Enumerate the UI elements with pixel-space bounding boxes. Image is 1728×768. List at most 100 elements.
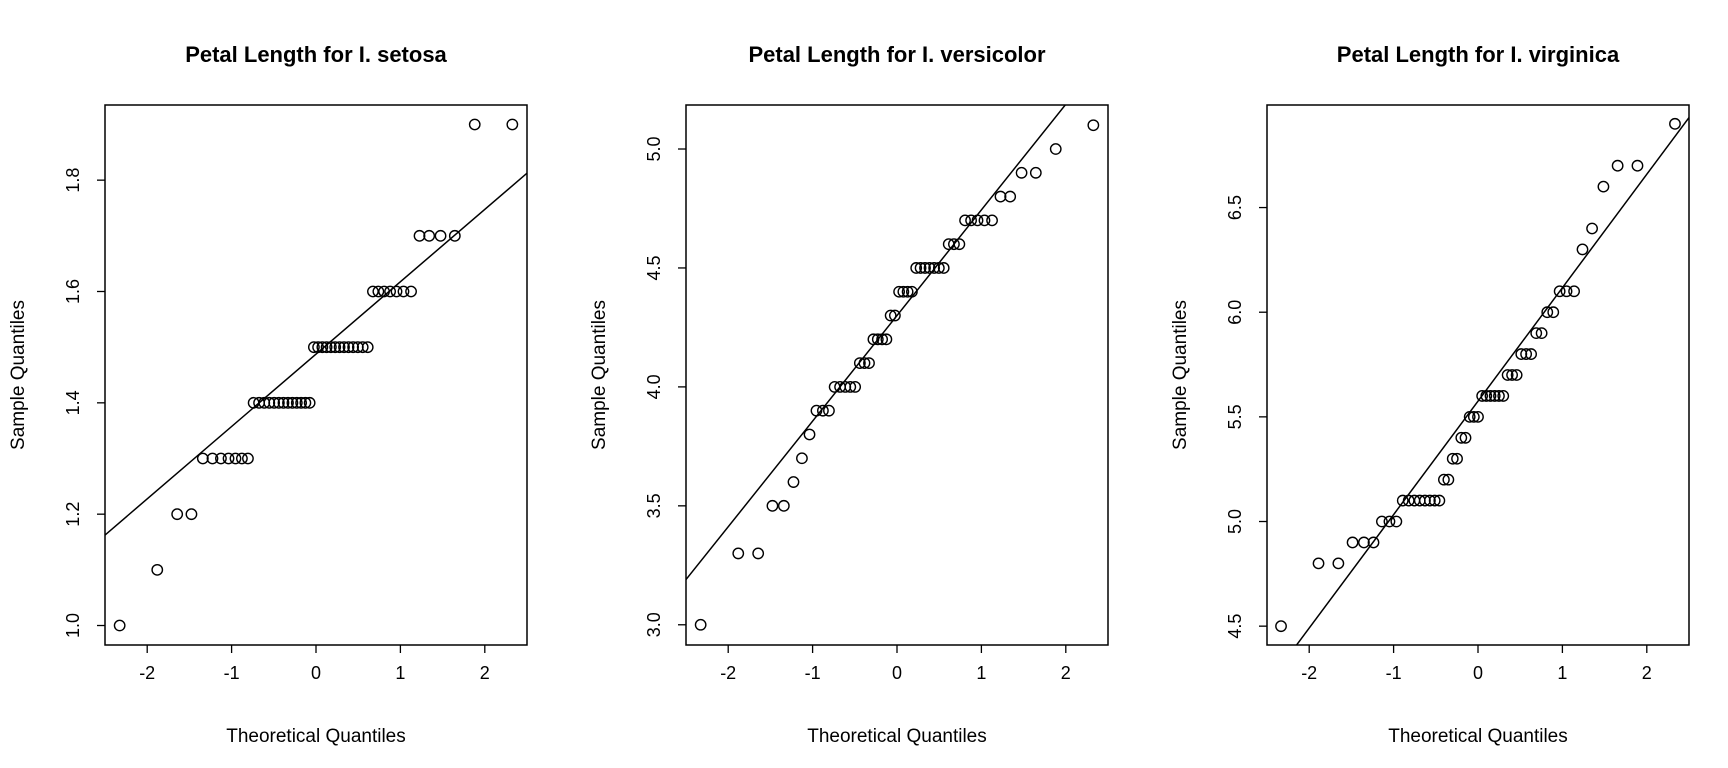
- x-tick-label: 1: [976, 663, 986, 683]
- y-axis-label: Sample Quantiles: [589, 300, 610, 450]
- data-point: [295, 396, 308, 409]
- data-point: [1428, 494, 1441, 507]
- x-tick-label: -2: [720, 663, 736, 683]
- data-point: [823, 404, 835, 417]
- data-point: [919, 262, 931, 274]
- data-point: [1390, 515, 1403, 528]
- data-point: [1506, 369, 1518, 381]
- data-point: [299, 396, 312, 409]
- data-point: [1611, 159, 1624, 172]
- data-point: [151, 563, 164, 576]
- data-point: [263, 396, 276, 409]
- x-axis-label: Theoretical Quantiles: [226, 726, 406, 747]
- data-point: [893, 285, 906, 298]
- y-tick-label: 6.5: [1225, 195, 1245, 220]
- y-tick-label: 4.5: [1225, 614, 1245, 639]
- data-point: [1346, 536, 1359, 549]
- data-point: [1484, 390, 1497, 402]
- data-point: [1488, 390, 1501, 402]
- data-point: [1049, 143, 1062, 155]
- data-point: [282, 396, 294, 409]
- x-tick-label: -1: [1386, 663, 1402, 683]
- data-point: [1586, 222, 1598, 235]
- data-point: [222, 452, 235, 465]
- data-point: [434, 229, 447, 242]
- data-point: [844, 380, 857, 393]
- data-point: [863, 357, 875, 370]
- data-point: [405, 285, 417, 298]
- data-point: [413, 229, 426, 242]
- data-point: [888, 309, 901, 322]
- data-point: [367, 285, 379, 298]
- data-point: [1446, 452, 1459, 465]
- y-tick-label: 4.5: [644, 255, 664, 280]
- data-point: [994, 190, 1007, 203]
- data-point: [1367, 536, 1380, 549]
- data-point: [384, 285, 396, 298]
- data-point: [905, 285, 918, 298]
- data-point: [986, 214, 998, 227]
- data-point: [1433, 494, 1446, 507]
- data-point: [333, 341, 346, 354]
- data-point: [242, 452, 254, 465]
- data-point: [342, 341, 355, 354]
- data-point: [372, 285, 385, 298]
- plot-frame: [1266, 104, 1690, 646]
- qq-reference-line: [686, 105, 1067, 581]
- data-point: [1497, 390, 1510, 402]
- data-point: [1597, 180, 1610, 193]
- data-point: [324, 341, 337, 354]
- x-tick-label: 0: [892, 663, 902, 683]
- data-point: [910, 262, 923, 274]
- x-tick-label: 2: [1642, 663, 1652, 683]
- y-axis-label: Sample Quantiles: [1170, 300, 1191, 450]
- qq-reference-line: [105, 172, 527, 536]
- data-point: [397, 285, 410, 298]
- data-point: [290, 396, 303, 409]
- versicolor-qq-panel: Petal Length for I. versicolor Theoretic…: [589, 42, 1109, 747]
- data-point: [787, 476, 800, 488]
- data-point: [423, 229, 436, 242]
- data-point: [884, 309, 897, 322]
- x-tick-label: 1: [1557, 663, 1567, 683]
- data-point: [1396, 494, 1409, 507]
- data-point: [752, 547, 765, 560]
- data-point: [1535, 327, 1548, 340]
- data-point: [1480, 390, 1493, 402]
- data-point: [378, 285, 390, 298]
- data-point: [937, 262, 950, 274]
- data-point: [229, 452, 242, 465]
- data-point: [113, 619, 126, 632]
- plot-frame: [685, 104, 1109, 646]
- data-point: [286, 396, 299, 409]
- data-point: [1029, 166, 1042, 179]
- data-point: [928, 262, 941, 274]
- data-point: [914, 262, 927, 274]
- data-point: [1493, 390, 1505, 402]
- y-tick-label: 5.5: [1225, 404, 1245, 429]
- data-point: [901, 285, 914, 298]
- data-point: [1547, 306, 1560, 319]
- data-point: [1459, 431, 1472, 444]
- y-tick-label: 1.4: [63, 390, 83, 415]
- data-point: [876, 333, 889, 346]
- data-point: [277, 396, 290, 409]
- data-point: [978, 214, 991, 227]
- data-point: [871, 333, 884, 346]
- x-tick-label: 2: [1061, 663, 1071, 683]
- data-point: [965, 214, 977, 227]
- data-point: [897, 285, 910, 298]
- data-point: [1520, 348, 1533, 360]
- data-point: [1530, 327, 1543, 340]
- x-tick-label: -2: [139, 663, 155, 683]
- y-axis-label: Sample Quantiles: [8, 300, 29, 450]
- data-point: [390, 285, 403, 298]
- chart-title: Petal Length for I. virginica: [1337, 42, 1620, 67]
- data-point: [1541, 306, 1554, 319]
- data-point: [272, 396, 285, 409]
- data-point: [932, 262, 945, 274]
- x-tick-label: 0: [311, 663, 321, 683]
- data-point: [777, 499, 790, 512]
- y-tick-label: 1.2: [63, 502, 83, 527]
